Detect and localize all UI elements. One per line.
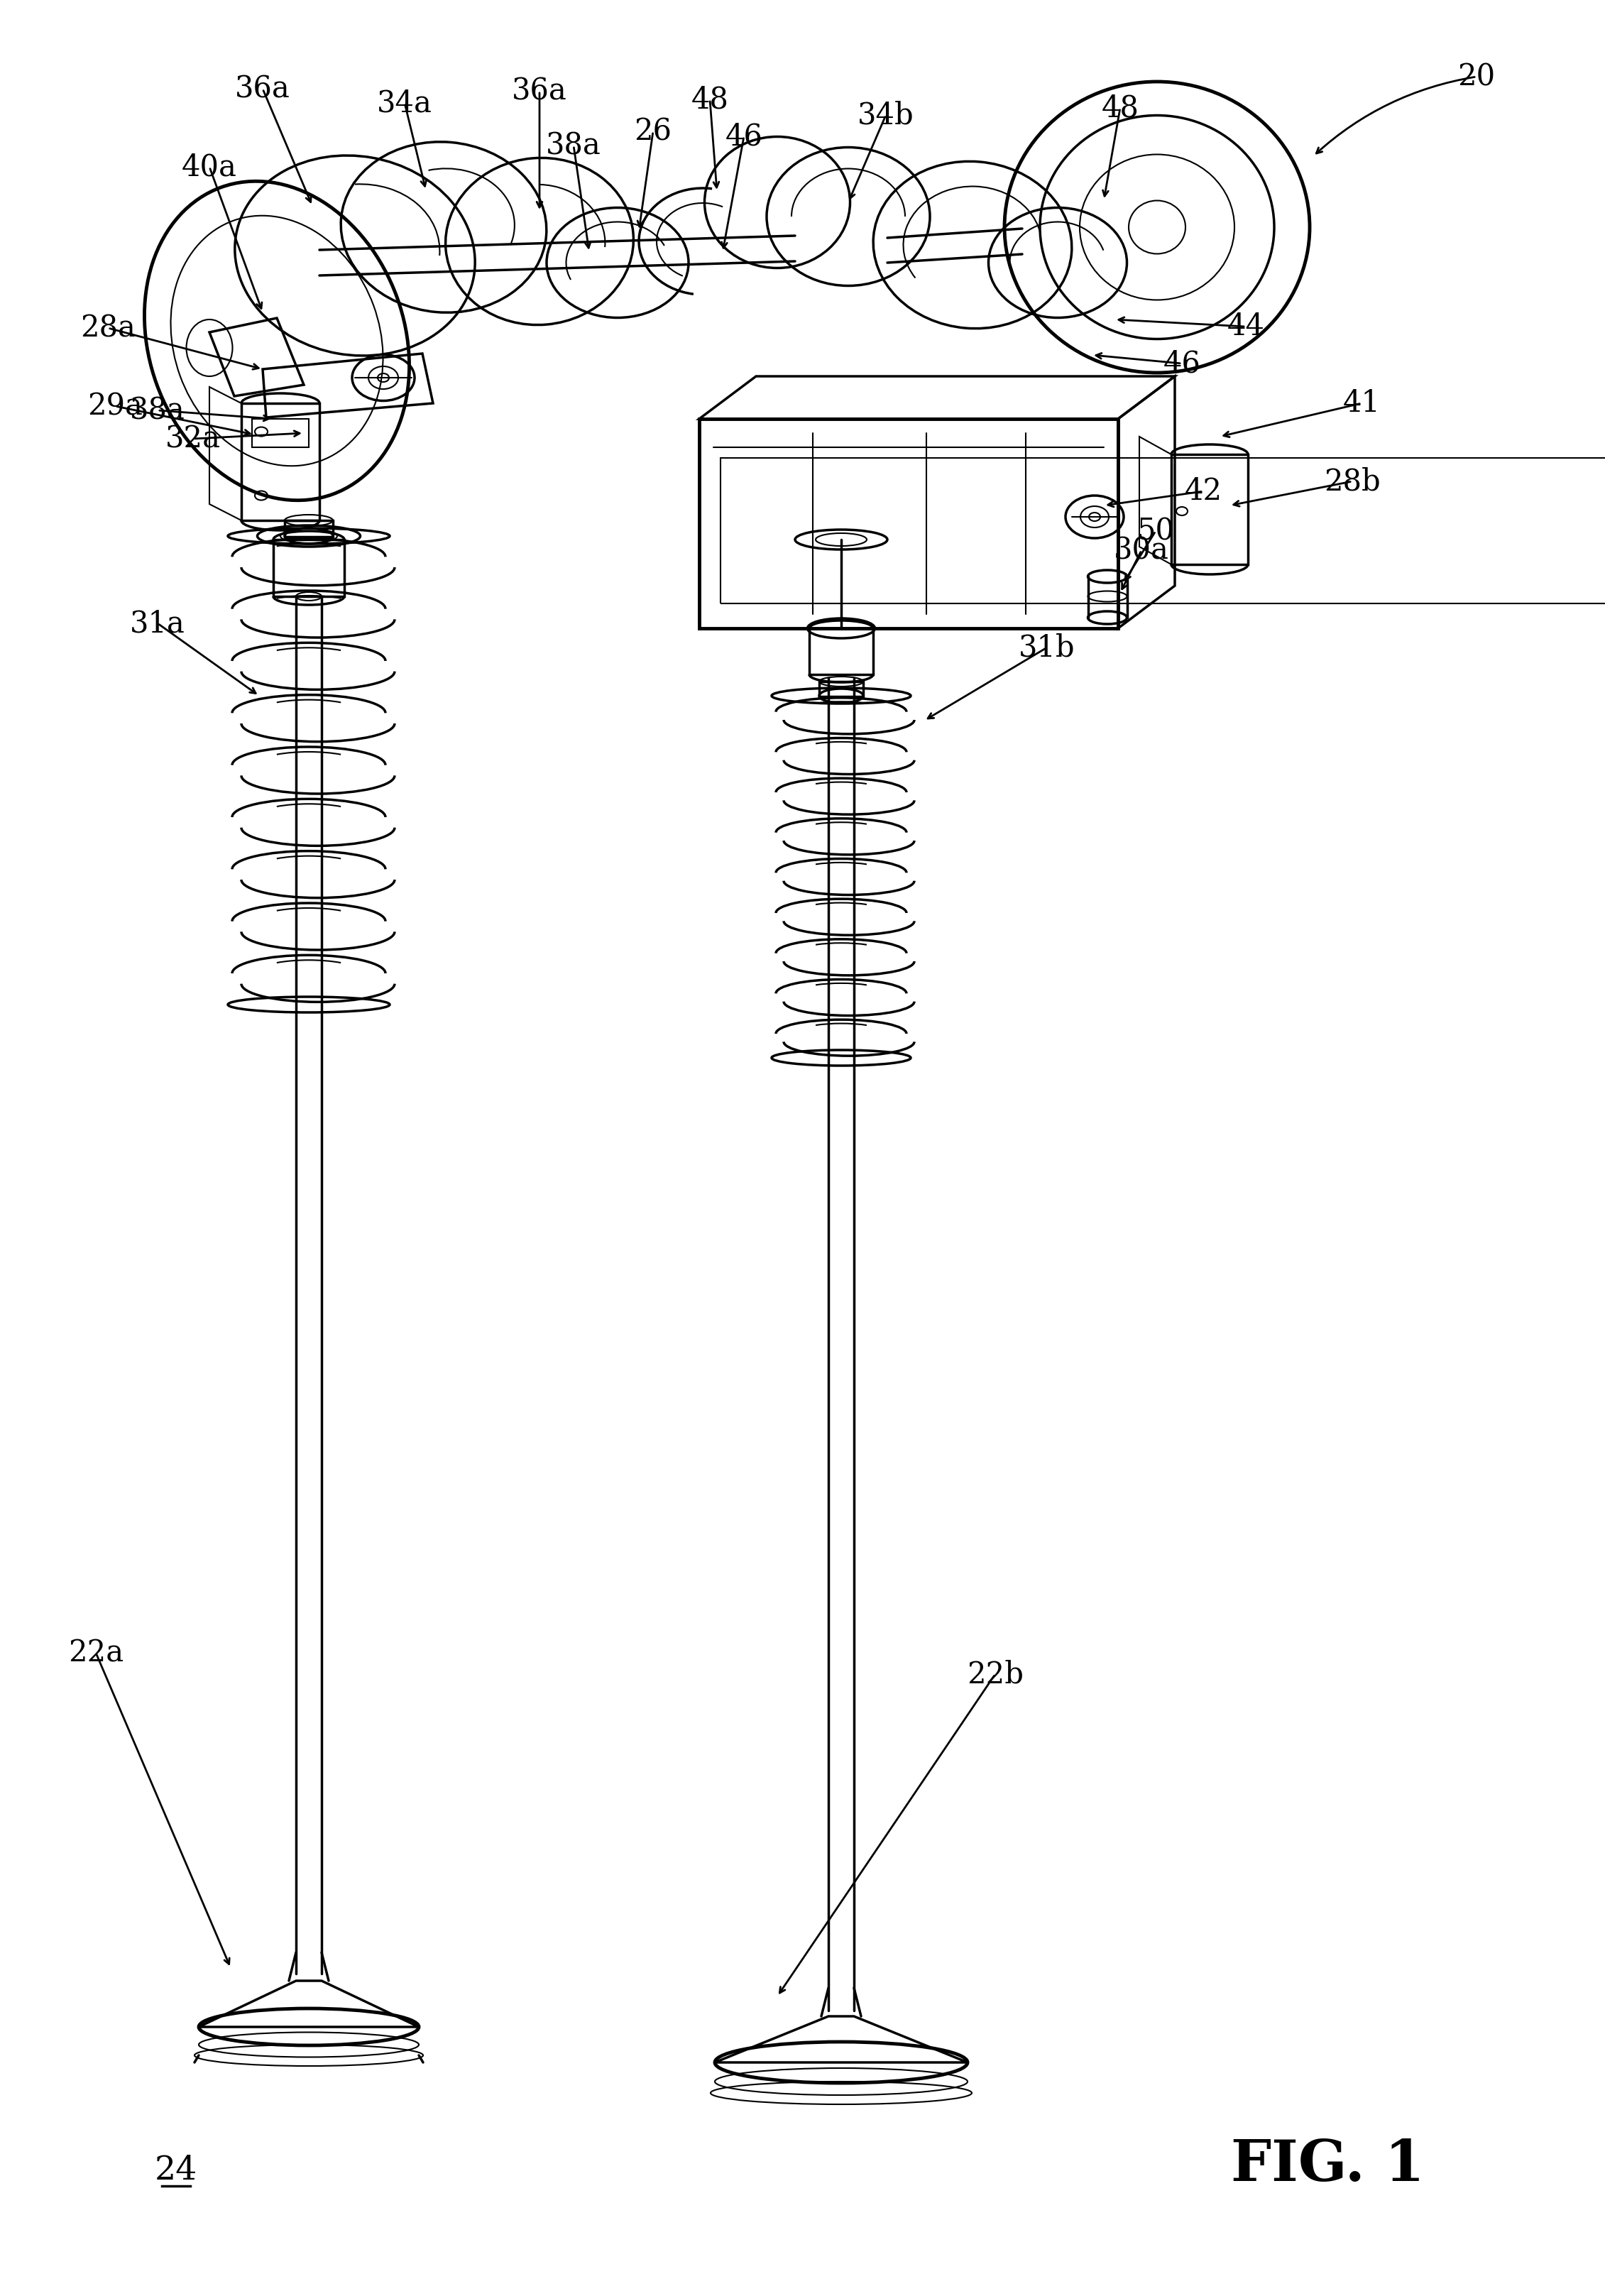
Bar	[284, 521, 332, 537]
Text: 38a: 38a	[546, 131, 602, 161]
Text: 29a: 29a	[87, 390, 143, 420]
Text: 40a: 40a	[181, 152, 238, 181]
Text: 22a: 22a	[67, 1637, 124, 1667]
Text: 48: 48	[1101, 94, 1140, 122]
Bar	[1172, 455, 1249, 565]
Bar	[721, 457, 1605, 604]
Bar	[252, 418, 308, 448]
Text: 46: 46	[1164, 349, 1201, 379]
Text: 24: 24	[154, 2154, 197, 2186]
Text: 36a: 36a	[234, 73, 291, 103]
Text: 26: 26	[634, 117, 672, 147]
Text: 28a: 28a	[80, 312, 135, 342]
Text: 28b: 28b	[1324, 466, 1380, 496]
Text: 31b: 31b	[1019, 634, 1075, 661]
Text: 36a: 36a	[512, 76, 567, 106]
Bar	[241, 404, 319, 521]
Bar	[273, 540, 345, 597]
Text: 48: 48	[692, 85, 729, 115]
Text: 38a: 38a	[130, 395, 185, 425]
Text: 30a: 30a	[1114, 535, 1168, 565]
Text: 42: 42	[1184, 475, 1221, 505]
Text: 46: 46	[725, 122, 762, 152]
Text: 32a: 32a	[165, 425, 221, 455]
Bar	[700, 418, 1119, 629]
Text: 41: 41	[1343, 388, 1380, 418]
Text: 34a: 34a	[377, 87, 432, 117]
Bar	[809, 629, 873, 675]
Text: 44: 44	[1226, 312, 1265, 342]
Text: 34b: 34b	[857, 101, 915, 131]
Text: FIG. 1: FIG. 1	[1231, 2138, 1424, 2193]
Text: 20: 20	[1457, 62, 1496, 92]
Text: 31a: 31a	[130, 608, 185, 638]
Bar	[819, 682, 863, 696]
Text: 50: 50	[1136, 517, 1175, 546]
Text: 22b: 22b	[966, 1660, 1024, 1690]
